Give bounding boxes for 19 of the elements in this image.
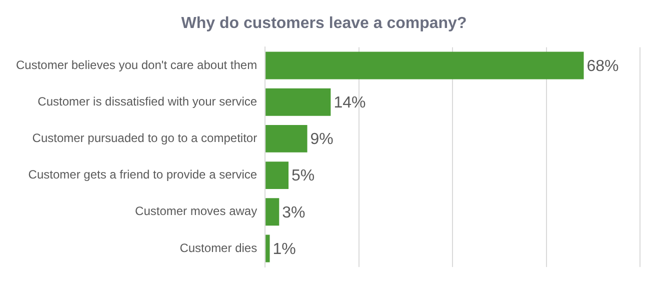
bar	[266, 52, 584, 80]
y-tick-label: Customer moves away	[135, 204, 258, 218]
data-label: 1%	[272, 240, 296, 258]
y-tick-label: Customer pursuaded to go to a competitor	[32, 131, 258, 146]
bar	[266, 124, 308, 152]
y-tick-label: Customer gets a friend to provide a service	[28, 168, 258, 182]
data-label: 5%	[292, 168, 315, 185]
data-label: 14%	[334, 94, 366, 112]
bar	[266, 162, 289, 190]
y-tick-label: Customer is dissatisfied with your service	[38, 94, 258, 108]
chart-title: Why do customers leave a company?	[181, 15, 467, 32]
bar	[266, 88, 331, 116]
y-tick-label: Customer dies	[180, 240, 258, 255]
y-tick-label: Customer believes you don't care about them	[16, 58, 258, 72]
data-label: 68%	[586, 58, 619, 75]
data-label: 3%	[282, 204, 306, 222]
data-label: 9%	[310, 131, 334, 148]
bar	[266, 234, 270, 262]
bar	[266, 198, 280, 226]
